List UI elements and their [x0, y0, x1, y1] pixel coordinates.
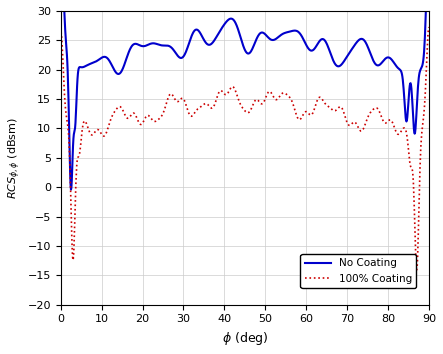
No Coating — [107, 59, 112, 63]
100% Coating — [334, 107, 340, 111]
Y-axis label: $RCS_{\phi,\phi}$ (dBsm): $RCS_{\phi,\phi}$ (dBsm) — [7, 117, 23, 199]
X-axis label: $\phi$ (deg): $\phi$ (deg) — [222, 330, 268, 347]
100% Coating — [124, 115, 129, 119]
100% Coating — [106, 122, 112, 127]
100% Coating — [303, 110, 308, 114]
No Coating — [124, 56, 129, 60]
100% Coating — [182, 98, 187, 102]
No Coating — [303, 42, 308, 46]
Line: 100% Coating: 100% Coating — [61, 27, 429, 270]
No Coating — [182, 52, 187, 57]
100% Coating — [58, 30, 63, 34]
Legend: No Coating, 100% Coating: No Coating, 100% Coating — [300, 254, 416, 288]
No Coating — [335, 64, 340, 68]
100% Coating — [239, 104, 244, 109]
No Coating — [68, 188, 74, 192]
100% Coating — [414, 268, 420, 273]
No Coating — [239, 40, 245, 44]
100% Coating — [426, 25, 431, 29]
Line: No Coating: No Coating — [61, 0, 429, 190]
